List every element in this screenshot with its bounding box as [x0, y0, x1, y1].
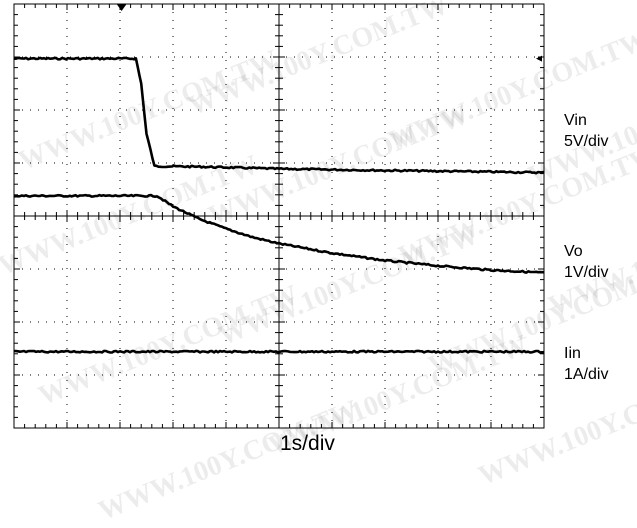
- vin-trace: [13, 56, 545, 175]
- markers: [116, 4, 542, 62]
- iin-trace: [14, 349, 545, 354]
- vo-channel-label: Vo 1V/div: [564, 241, 608, 283]
- graticule: [13, 3, 545, 429]
- vo-name: Vo: [564, 243, 583, 260]
- vo-scale: 1V/div: [564, 264, 609, 281]
- vin-channel-label: Vin 5V/div: [564, 110, 608, 152]
- timebase-label: 1s/div: [280, 432, 335, 455]
- iin-channel-label: Iin 1A/div: [564, 343, 608, 385]
- iin-scale: 1A/div: [564, 366, 609, 383]
- vin-name: Vin: [564, 112, 587, 129]
- vin-scale: 5V/div: [564, 133, 609, 150]
- channel-marker-icon: [536, 55, 542, 62]
- vo-trace: [13, 193, 544, 274]
- trigger-marker-icon: [116, 4, 127, 11]
- traces: [13, 56, 545, 354]
- iin-name: Iin: [564, 345, 581, 362]
- oscilloscope-screen: [13, 3, 545, 429]
